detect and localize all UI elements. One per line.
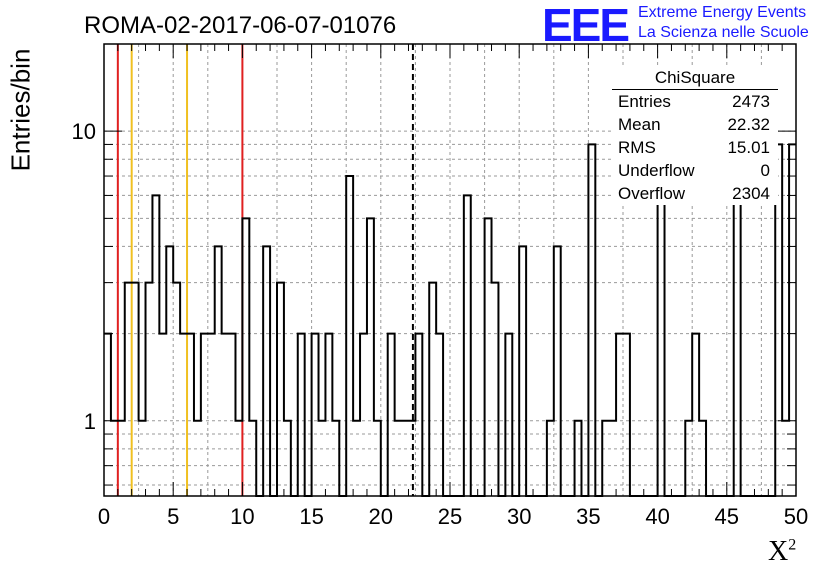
logo-line-2: La Scienza nelle Scuole	[638, 24, 809, 41]
stats-value: 2473	[732, 92, 770, 111]
x-tick-label: 50	[784, 504, 808, 529]
x-tick-label: 40	[645, 504, 669, 529]
x-tick-label: 15	[299, 504, 323, 529]
stats-label: RMS	[618, 138, 656, 157]
y-tick-label: 1	[84, 409, 96, 434]
stats-box: ChiSquare Entries 2473 Mean 22.32 RMS 15…	[612, 68, 778, 205]
stats-value: 2304	[732, 184, 770, 203]
x-tick-label: 0	[98, 504, 110, 529]
axis-ticks	[103, 44, 797, 496]
y-tick-label: 10	[72, 119, 96, 144]
x-tick-label: 25	[438, 504, 462, 529]
logo-line-1: Extreme Energy Events	[638, 4, 807, 21]
x-tick-label: 45	[715, 504, 739, 529]
stats-title: ChiSquare	[612, 68, 778, 90]
stats-value: 22.32	[727, 115, 770, 134]
x-axis-label-superscript: 2	[788, 536, 797, 554]
stats-row-entries: Entries 2473	[612, 90, 778, 113]
x-axis-label-text: X	[768, 536, 789, 567]
x-tick-label: 5	[167, 504, 179, 529]
tick-labels: 0 5 10 15 20 25 30 35 40 45 50 1 10	[72, 119, 809, 529]
stats-value: 0	[760, 161, 770, 180]
stats-label: Overflow	[618, 184, 686, 203]
x-axis-label: X2	[768, 536, 796, 568]
y-axis-label-box: Entries/bin	[4, 40, 38, 180]
stats-row-mean: Mean 22.32	[612, 113, 778, 136]
marker-lines	[116, 44, 414, 496]
stats-row-overflow: Overflow 2304	[612, 182, 778, 205]
stats-label: Mean	[618, 115, 661, 134]
x-tick-label: 20	[369, 504, 393, 529]
stats-row-rms: RMS 15.01	[612, 136, 778, 159]
stats-label: Underflow	[618, 161, 695, 180]
x-tick-label: 10	[230, 504, 254, 529]
stats-label: Entries	[618, 92, 671, 111]
y-axis-label: Entries/bin	[5, 48, 36, 172]
x-tick-label: 35	[576, 504, 600, 529]
x-tick-label: 30	[507, 504, 531, 529]
plot-title: ROMA-02-2017-06-07-01076	[84, 12, 397, 39]
stats-value: 15.01	[727, 138, 770, 157]
stats-row-underflow: Underflow 0	[612, 159, 778, 182]
eee-logo: EEE	[542, 0, 630, 51]
